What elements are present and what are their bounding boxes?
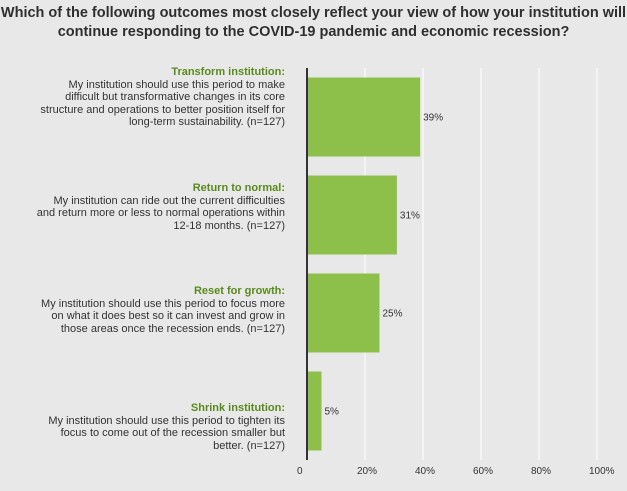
category-label-reset: Reset for growth: My institution should … (35, 285, 285, 335)
category-label-shrink: Shrink institution: My institution shoul… (35, 402, 285, 452)
chart-title-line-1: Which of the following outcomes most clo… (0, 5, 627, 21)
chart-title-line-2: continue responding to the COVID-19 pand… (57, 24, 570, 40)
x-tick-label: 60% (473, 466, 493, 477)
x-tick-label: 20% (357, 466, 377, 477)
x-tick-label: 80% (531, 466, 551, 477)
x-tick-label: 40% (415, 466, 435, 477)
x-tick-label: 100% (589, 466, 615, 477)
category-label-return: Return to normal: My institution can rid… (35, 182, 285, 232)
data-label: 31% (400, 211, 420, 222)
category-desc: My institution can ride out the current … (36, 194, 285, 232)
data-label: 25% (383, 309, 403, 320)
data-label: 39% (423, 113, 443, 124)
bar (307, 175, 397, 255)
bar (307, 273, 380, 353)
category-head: Transform institution: (171, 66, 285, 78)
category-desc: My institution should use this period to… (40, 78, 285, 129)
category-head: Reset for growth: (193, 285, 285, 297)
data-label: 5% (325, 407, 340, 418)
category-desc: My institution should use this period to… (41, 297, 285, 335)
category-head: Return to normal: (192, 182, 285, 194)
bar (307, 371, 322, 451)
bar (307, 77, 421, 157)
chart-title: Which of the following outcomes most clo… (0, 4, 627, 42)
category-head: Shrink institution: (190, 402, 285, 414)
x-tick-label: 0 (297, 466, 303, 477)
category-label-transform: Transform institution: My institution sh… (35, 66, 285, 129)
category-desc: My institution should use this period to… (48, 414, 285, 452)
